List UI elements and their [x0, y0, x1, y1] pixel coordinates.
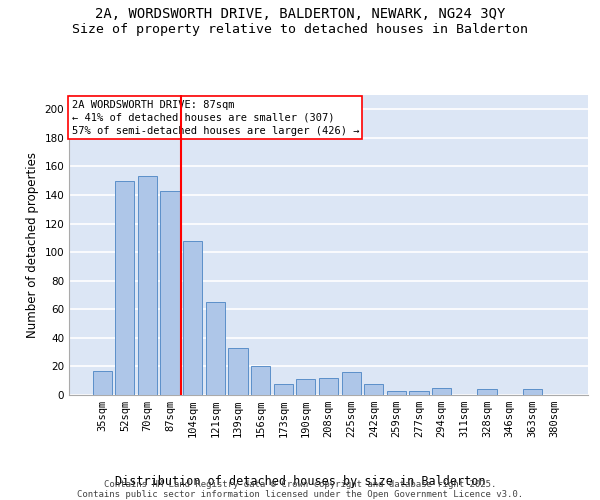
Text: Size of property relative to detached houses in Balderton: Size of property relative to detached ho… [72, 22, 528, 36]
Bar [115, 180, 134, 395]
Bar [387, 390, 406, 395]
Y-axis label: Number of detached properties: Number of detached properties [26, 152, 39, 338]
Bar [251, 366, 270, 395]
Text: 2A WORDSWORTH DRIVE: 87sqm
← 41% of detached houses are smaller (307)
57% of sem: 2A WORDSWORTH DRIVE: 87sqm ← 41% of deta… [71, 100, 359, 136]
Bar [274, 384, 293, 395]
Text: Distribution of detached houses by size in Balderton: Distribution of detached houses by size … [115, 474, 485, 488]
Bar [523, 390, 542, 395]
Bar [432, 388, 451, 395]
Bar [92, 370, 112, 395]
Bar [319, 378, 338, 395]
Bar [477, 390, 497, 395]
Bar [409, 390, 428, 395]
Bar [364, 384, 383, 395]
Bar [229, 348, 248, 395]
Bar [206, 302, 225, 395]
Bar [296, 380, 316, 395]
Bar [341, 372, 361, 395]
Text: 2A, WORDSWORTH DRIVE, BALDERTON, NEWARK, NG24 3QY: 2A, WORDSWORTH DRIVE, BALDERTON, NEWARK,… [95, 8, 505, 22]
Text: Contains HM Land Registry data © Crown copyright and database right 2025.
Contai: Contains HM Land Registry data © Crown c… [77, 480, 523, 499]
Bar [138, 176, 157, 395]
Bar [183, 240, 202, 395]
Bar [160, 190, 180, 395]
